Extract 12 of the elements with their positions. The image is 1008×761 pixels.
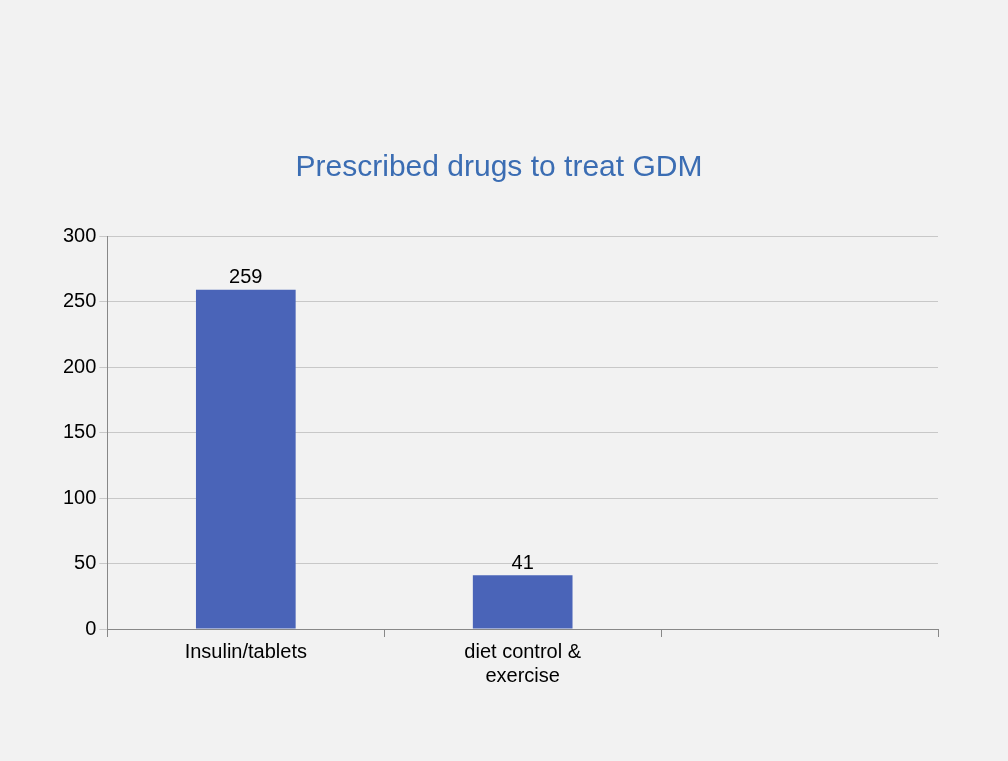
y-tick-label: 300: [62, 223, 97, 246]
y-tick-label: 100: [62, 485, 97, 508]
y-tick-label: 150: [62, 420, 97, 443]
y-tick-label: 250: [62, 289, 97, 312]
x-tick-label: diet control & exercise: [464, 639, 582, 686]
chart-title: Prescribed drugs to treat GDM: [295, 149, 703, 183]
data-label: 41: [511, 550, 534, 573]
data-label: 259: [229, 265, 263, 288]
x-tick-label: Insulin/tablets: [184, 639, 307, 662]
y-tick-label: 200: [62, 354, 97, 377]
y-tick-label: 50: [74, 551, 97, 574]
y-tick-label: 0: [85, 616, 97, 639]
